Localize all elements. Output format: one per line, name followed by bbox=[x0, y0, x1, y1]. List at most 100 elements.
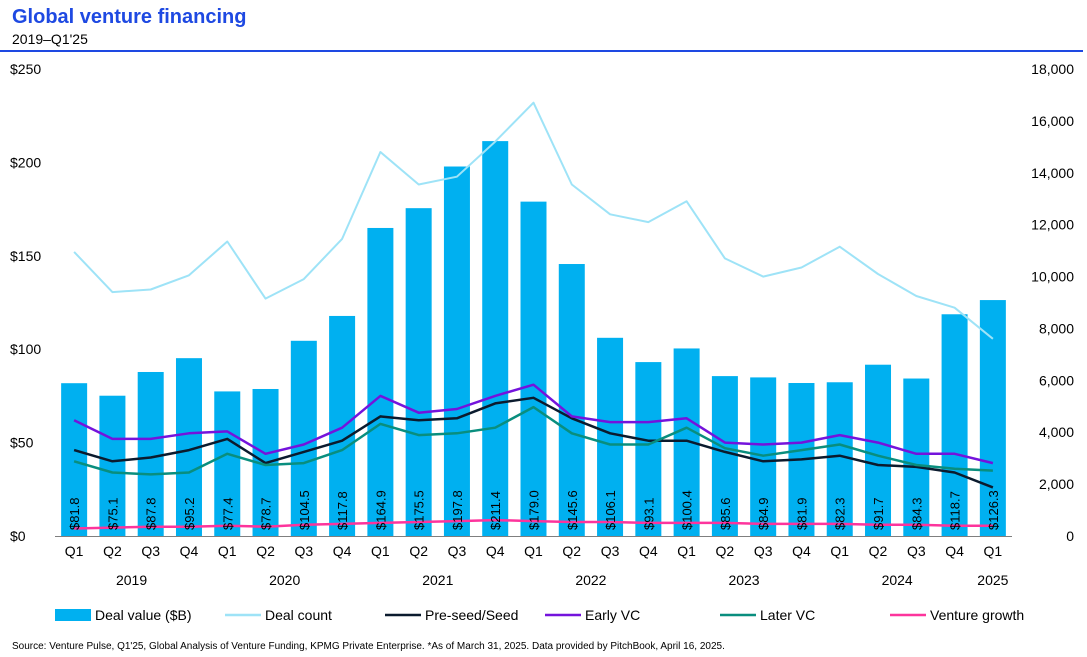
x-year-label: 2021 bbox=[422, 572, 453, 588]
bar-value-labels: $81.8 $75.1 $87.8 $95.2 $77.4 $78.7 $104.5 $117… bbox=[67, 490, 1001, 530]
x-tick-label: Q4 bbox=[486, 543, 505, 559]
x-tick-label: Q3 bbox=[141, 543, 160, 559]
bar-value-label: $104.5 bbox=[297, 490, 312, 530]
bar-value-label: $85.6 bbox=[718, 497, 733, 530]
x-axis: Q1 Q2 Q3 Q4 Q1 Q2 Q3 Q4 Q1 Q2 Q3 Q4 Q1 Q2 Q3 Q4 Q1 Q2 Q3 Q4… bbox=[55, 536, 1012, 588]
bar-value-label: $84.3 bbox=[909, 497, 924, 530]
deal-value-bar bbox=[635, 362, 662, 536]
bar-value-label: $164.9 bbox=[373, 490, 388, 530]
x-tick-label: Q4 bbox=[945, 543, 964, 559]
x-tick-label: Q1 bbox=[984, 543, 1003, 559]
left-y-tick-label: $0 bbox=[10, 528, 26, 544]
deal-value-bar bbox=[367, 227, 394, 536]
deal-value-bar bbox=[558, 264, 585, 536]
x-tick-label: Q2 bbox=[409, 543, 428, 559]
deal-value-bar bbox=[214, 391, 241, 536]
deal-value-bar bbox=[61, 383, 88, 536]
x-tick-label: Q1 bbox=[65, 543, 84, 559]
right-y-tick-label: 14,000 bbox=[1031, 165, 1074, 181]
x-tick-label: Q1 bbox=[371, 543, 390, 559]
deal-value-bar bbox=[520, 201, 547, 537]
bar-value-label: $87.8 bbox=[144, 497, 159, 530]
x-tick-label: Q1 bbox=[218, 543, 237, 559]
source-note: Source: Venture Pulse, Q1'25, Global Ana… bbox=[12, 641, 725, 652]
x-year-label: 2023 bbox=[728, 572, 759, 588]
x-tick-label: Q1 bbox=[524, 543, 543, 559]
x-year-label: 2025 bbox=[977, 572, 1008, 588]
bar-value-label: $91.7 bbox=[871, 497, 886, 530]
x-tick-label: Q2 bbox=[256, 543, 275, 559]
x-tick-label: Q2 bbox=[562, 543, 581, 559]
x-tick-label: Q3 bbox=[294, 543, 313, 559]
left-y-tick-label: $100 bbox=[10, 341, 41, 357]
bar-value-label: $75.1 bbox=[105, 497, 120, 530]
left-y-tick-label: $250 bbox=[10, 61, 41, 77]
bar-value-label: $81.8 bbox=[67, 497, 82, 530]
left-y-tick-label: $200 bbox=[10, 154, 41, 170]
deal-value-bar bbox=[329, 315, 356, 536]
right-y-tick-label: 6,000 bbox=[1039, 372, 1074, 388]
series-lines bbox=[73, 101, 994, 530]
x-year-label: 2022 bbox=[575, 572, 606, 588]
chart-subtitle: 2019–Q1'25 bbox=[12, 31, 88, 47]
deal-value-bar bbox=[979, 300, 1006, 536]
right-y-tick-label: 8,000 bbox=[1039, 320, 1074, 336]
x-tick-label: Q4 bbox=[792, 543, 811, 559]
bar-value-label: $118.7 bbox=[948, 491, 963, 530]
deal-value-bar bbox=[137, 371, 164, 536]
bar-value-label: $106.1 bbox=[603, 490, 618, 530]
early-vc-line bbox=[73, 383, 994, 465]
header-divider bbox=[0, 50, 1083, 52]
x-year-label: 2024 bbox=[882, 572, 913, 588]
x-tick-label: Q3 bbox=[907, 543, 926, 559]
left-y-tick-label: $150 bbox=[10, 248, 41, 264]
x-tick-label: Q4 bbox=[639, 543, 658, 559]
x-tick-label: Q2 bbox=[103, 543, 122, 559]
bar-value-label: $145.6 bbox=[565, 490, 580, 530]
x-tick-label: Q1 bbox=[830, 543, 849, 559]
pre-seed-seed-line bbox=[73, 396, 994, 489]
right-y-tick-label: 12,000 bbox=[1031, 217, 1074, 233]
x-tick-label: Q4 bbox=[180, 543, 199, 559]
deal-value-bar bbox=[405, 208, 432, 536]
x-tick-label: Q3 bbox=[448, 543, 467, 559]
deal-value-bar bbox=[443, 166, 470, 537]
x-tick-label: Q3 bbox=[601, 543, 620, 559]
left-y-axis: $0 $50 $100 $150 $200 $250 bbox=[10, 61, 41, 544]
bar-value-label: $100.4 bbox=[680, 490, 695, 530]
bar-value-label: $81.9 bbox=[794, 497, 809, 530]
deal-value-bar bbox=[290, 340, 317, 536]
bar-value-label: $78.7 bbox=[259, 497, 274, 530]
legend-label: Deal count bbox=[265, 607, 332, 623]
bar-value-label: $126.3 bbox=[986, 490, 1001, 530]
bar-value-label: $117.8 bbox=[335, 491, 350, 530]
right-y-axis: 0 2,000 4,000 6,000 8,000 10,000 12,000 14,000 1… bbox=[1031, 61, 1074, 544]
deal-value-bar bbox=[826, 382, 853, 536]
deal-value-bar bbox=[99, 395, 126, 536]
deal-value-bar bbox=[941, 314, 968, 536]
x-tick-label: Q2 bbox=[716, 543, 735, 559]
deal-value-bar bbox=[482, 141, 509, 536]
legend-label: Venture growth bbox=[930, 607, 1024, 623]
bar-value-label: $82.3 bbox=[833, 497, 848, 530]
legend: Deal value ($B) Deal count Pre-seed/Seed Ea… bbox=[55, 607, 1024, 623]
x-year-label: 2019 bbox=[116, 572, 147, 588]
bar-value-label: $179.0 bbox=[527, 490, 542, 530]
right-y-tick-label: 0 bbox=[1066, 528, 1074, 544]
legend-label: Pre-seed/Seed bbox=[425, 607, 518, 623]
legend-label: Deal value ($B) bbox=[95, 607, 192, 623]
venture-growth-line bbox=[74, 518, 993, 530]
x-tick-label: Q1 bbox=[677, 543, 696, 559]
right-y-tick-label: 18,000 bbox=[1031, 61, 1074, 77]
deal-value-bar bbox=[597, 337, 624, 536]
bar-value-label: $197.8 bbox=[450, 490, 465, 530]
right-y-tick-label: 2,000 bbox=[1039, 476, 1074, 492]
venture-financing-chart: $0 $50 $100 $150 $200 $250 0 2,000 4,000 6,000 8,… bbox=[10, 61, 1074, 623]
deal-count-line bbox=[73, 101, 994, 340]
legend-swatch bbox=[55, 609, 91, 621]
left-y-tick-label: $50 bbox=[10, 435, 34, 451]
bar-value-label: $84.9 bbox=[756, 497, 771, 530]
x-tick-label: Q4 bbox=[333, 543, 352, 559]
x-tick-label: Q2 bbox=[869, 543, 888, 559]
deal-value-bar bbox=[865, 364, 892, 536]
